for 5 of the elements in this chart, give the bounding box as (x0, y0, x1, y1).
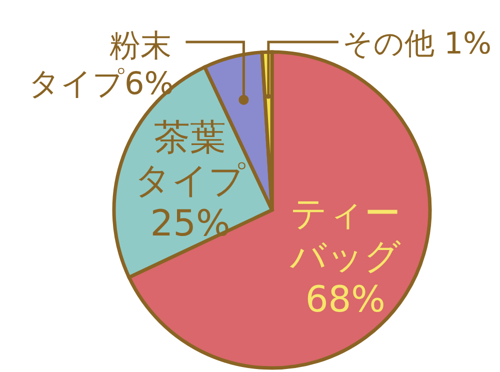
slice-label: ティーバッグ (288, 193, 401, 278)
data-label: 25% (150, 203, 230, 244)
slice-label: 茶葉タイプ (134, 117, 246, 202)
data-label: 68% (305, 279, 386, 320)
slice-label: その他 1% (342, 26, 492, 62)
